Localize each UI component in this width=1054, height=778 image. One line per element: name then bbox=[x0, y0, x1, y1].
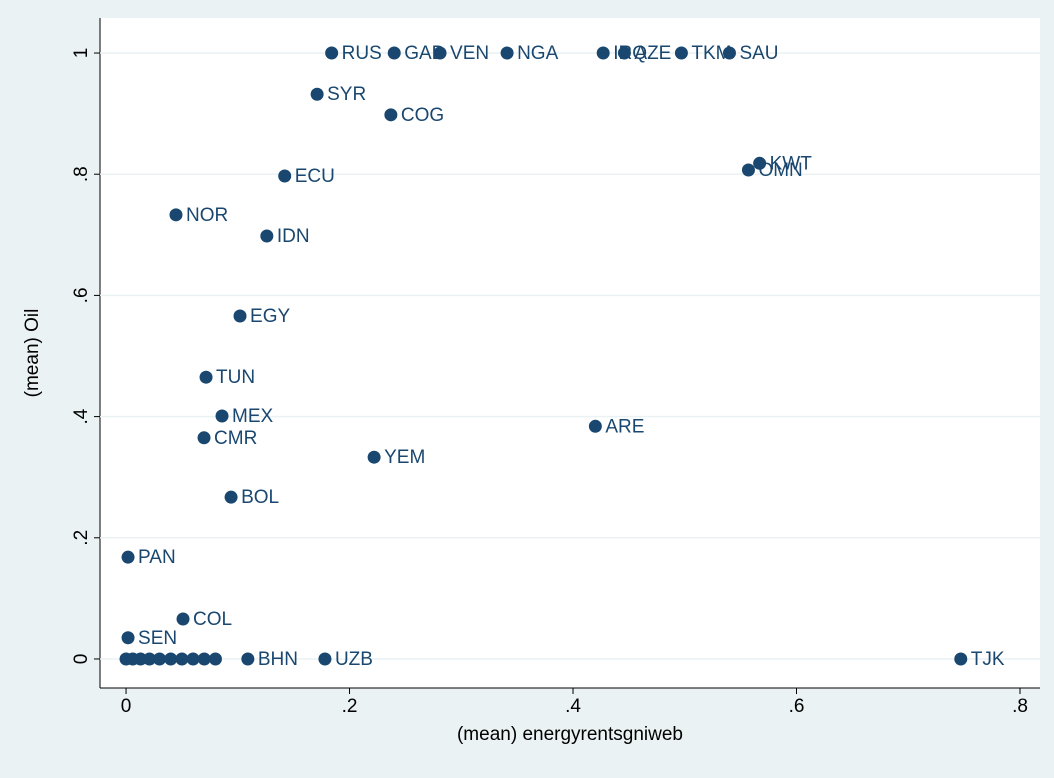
point bbox=[121, 631, 135, 645]
point-label: YEM bbox=[384, 447, 425, 468]
y-tick-label: .2 bbox=[71, 530, 92, 546]
point-label: PAN bbox=[138, 547, 176, 568]
point-label: TKM bbox=[691, 43, 731, 64]
point-label: NGA bbox=[517, 43, 559, 64]
point bbox=[384, 108, 398, 122]
y-axis-title: (mean) Oil bbox=[22, 309, 43, 398]
point bbox=[197, 652, 211, 666]
point-label: BOL bbox=[241, 487, 279, 508]
point-label: MEX bbox=[232, 406, 274, 427]
point bbox=[134, 652, 148, 666]
x-tick-label: 0 bbox=[121, 696, 132, 717]
point bbox=[121, 550, 135, 564]
point-label: KWT bbox=[770, 153, 813, 174]
y-tick-label: 1 bbox=[71, 48, 92, 59]
point bbox=[325, 46, 339, 60]
y-tick-label: .6 bbox=[71, 287, 92, 303]
point bbox=[199, 370, 213, 384]
point-label: COL bbox=[193, 609, 232, 630]
point-label: TUN bbox=[216, 367, 255, 388]
point-label: SYR bbox=[327, 84, 366, 105]
point bbox=[617, 46, 631, 60]
point-label: TJK bbox=[971, 649, 1005, 670]
point bbox=[500, 46, 514, 60]
point-label: AZE bbox=[634, 43, 671, 64]
point bbox=[674, 46, 688, 60]
point bbox=[310, 87, 324, 101]
point bbox=[176, 612, 190, 626]
point-label: ARE bbox=[605, 416, 644, 437]
point bbox=[153, 652, 167, 666]
point-label: SEN bbox=[138, 628, 177, 649]
point-label: ECU bbox=[295, 166, 335, 187]
point bbox=[208, 652, 222, 666]
point bbox=[367, 450, 381, 464]
point bbox=[278, 169, 292, 183]
point bbox=[241, 652, 255, 666]
point-label: BHN bbox=[258, 649, 298, 670]
x-tick-label: .4 bbox=[565, 696, 581, 717]
point bbox=[741, 163, 755, 177]
point bbox=[215, 409, 229, 423]
point bbox=[197, 431, 211, 445]
plot-area bbox=[100, 18, 1040, 688]
x-tick-label: .2 bbox=[342, 696, 358, 717]
point-label: VEN bbox=[450, 43, 489, 64]
point bbox=[260, 229, 274, 243]
point-label: CMR bbox=[214, 428, 257, 449]
point-label: COG bbox=[401, 105, 444, 126]
y-tick-label: .4 bbox=[71, 408, 92, 424]
point bbox=[954, 652, 968, 666]
point bbox=[224, 490, 238, 504]
x-axis-title: (mean) energyrentsgniweb bbox=[457, 724, 683, 745]
point-label: NOR bbox=[186, 205, 228, 226]
point bbox=[433, 46, 447, 60]
point bbox=[387, 46, 401, 60]
point bbox=[753, 156, 767, 170]
point bbox=[164, 652, 178, 666]
y-tick-label: .8 bbox=[71, 166, 92, 182]
point bbox=[175, 652, 189, 666]
point-label: SAU bbox=[739, 43, 778, 64]
point bbox=[588, 419, 602, 433]
x-tick-label: .8 bbox=[1012, 696, 1028, 717]
y-tick-label: 0 bbox=[71, 654, 92, 665]
point bbox=[233, 309, 247, 323]
point bbox=[186, 652, 200, 666]
point bbox=[596, 46, 610, 60]
point bbox=[318, 652, 332, 666]
point-label: RUS bbox=[342, 43, 382, 64]
point-label: IDN bbox=[277, 226, 310, 247]
point bbox=[169, 208, 183, 222]
point-label: OMN bbox=[758, 160, 802, 181]
x-tick-label: .6 bbox=[789, 696, 805, 717]
point-label: EGY bbox=[250, 306, 290, 327]
point-label: UZB bbox=[335, 649, 373, 670]
point bbox=[722, 46, 736, 60]
point-label: GAB bbox=[404, 43, 444, 64]
point bbox=[143, 652, 157, 666]
